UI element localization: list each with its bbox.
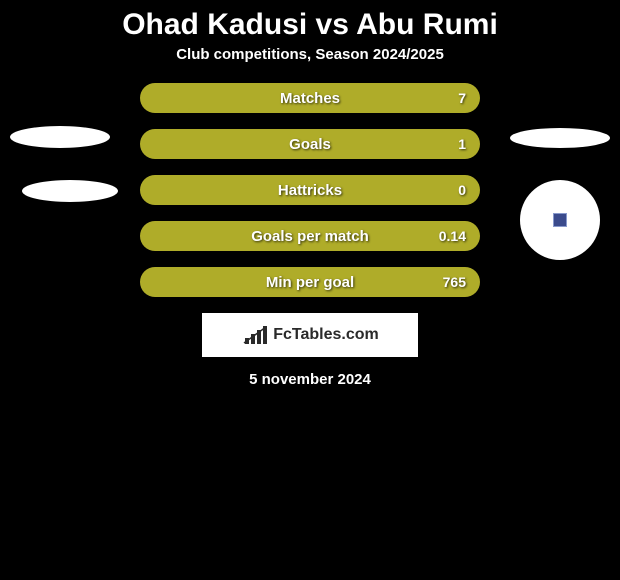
stat-value: 0.14 [439,228,466,244]
stat-label: Goals per match [251,228,369,245]
stat-bar-goals: Goals 1 [140,129,480,159]
stat-bar-matches: Matches 7 [140,83,480,113]
stat-bar-goals-per-match: Goals per match 0.14 [140,221,480,251]
decorative-ellipse-left-bottom [22,180,118,202]
comparison-title: Ohad Kadusi vs Abu Rumi [0,0,620,46]
brand-content: FcTables.com [241,324,379,346]
brand-chart-icon [241,324,269,346]
stat-label: Goals [289,136,331,153]
comparison-subtitle: Club competitions, Season 2024/2025 [0,46,620,83]
stat-label: Matches [280,90,340,107]
stat-label: Hattricks [278,182,342,199]
circle-marker-icon [553,213,567,227]
decorative-ellipse-left-top [10,126,110,148]
decorative-circle-right [520,180,600,260]
decorative-ellipse-right-top [510,128,610,148]
brand-text: FcTables.com [273,326,379,344]
stat-label: Min per goal [266,274,354,291]
stat-value: 7 [458,90,466,106]
date-text: 5 november 2024 [0,371,620,388]
stat-value: 765 [443,274,466,290]
stat-value: 0 [458,182,466,198]
stat-value: 1 [458,136,466,152]
brand-box[interactable]: FcTables.com [202,313,418,357]
stat-bar-min-per-goal: Min per goal 765 [140,267,480,297]
stat-bar-hattricks: Hattricks 0 [140,175,480,205]
